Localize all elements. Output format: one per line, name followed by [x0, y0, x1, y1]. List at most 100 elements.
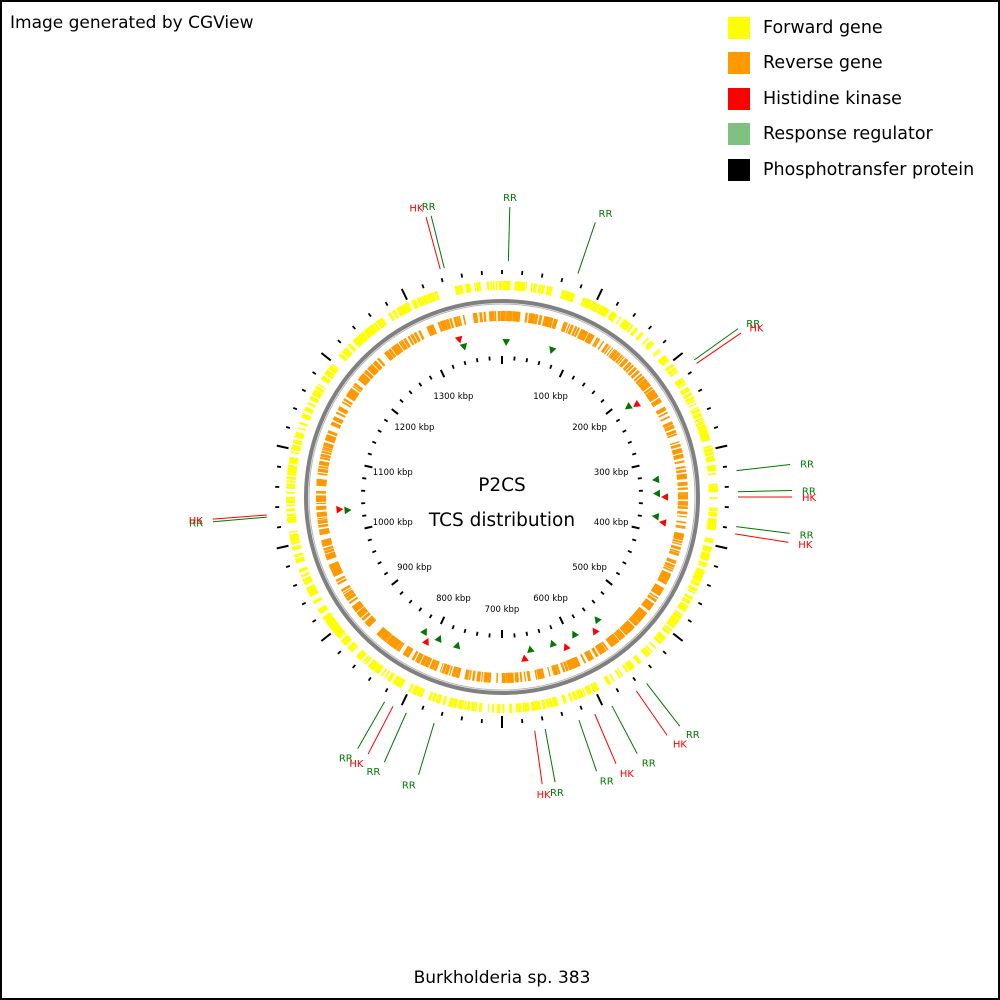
outer-tick	[367, 312, 372, 318]
minor-tick	[475, 631, 479, 636]
leader-line	[735, 533, 789, 543]
tick-label-1100: 1100 kbp	[373, 468, 413, 478]
feature-label-hk: HK	[620, 769, 635, 780]
minor-tick	[383, 571, 389, 576]
tick-label-1000: 1000 kbp	[373, 518, 413, 528]
tcs-arrow-hk	[659, 519, 667, 527]
tcs-arrow-rr	[624, 402, 633, 410]
organism-caption: Burkholderia sp. 383	[413, 968, 591, 988]
outer-tick	[697, 601, 703, 606]
legend-label-phosphotransfer-protein: Phosphotransfer protein	[763, 159, 975, 180]
minor-tick	[408, 390, 413, 395]
leader-line	[635, 690, 668, 736]
tcs-arrow-rr	[459, 342, 468, 351]
feature-label-rr: RR	[642, 758, 656, 769]
outer-tick	[706, 406, 712, 411]
outer-tick	[615, 687, 620, 693]
feature-label-rr: RR	[339, 753, 353, 764]
leader-line	[578, 719, 598, 772]
outer-tick	[384, 687, 389, 693]
minor-tick	[537, 360, 541, 366]
legend-swatch-phosphotransfer-protein	[728, 158, 750, 181]
leader-line	[693, 328, 739, 361]
outer-tick	[648, 664, 653, 669]
outer-tick	[384, 301, 389, 307]
outer-tick	[596, 288, 604, 301]
tcs-arrow-hk	[661, 493, 668, 501]
minor-tick	[632, 538, 637, 542]
tcs-arrow-rr	[502, 338, 511, 347]
leader-line	[418, 722, 435, 775]
major-tick	[558, 369, 565, 378]
legend-swatch-histidine-kinase	[728, 87, 750, 110]
leader-line	[577, 222, 596, 274]
minor-tick	[525, 358, 529, 363]
minor-tick	[451, 364, 455, 370]
legend-label-forward-gene: Forward gene	[763, 17, 883, 38]
leader-line	[646, 683, 681, 727]
minor-tick	[622, 561, 627, 565]
outer-tick	[715, 544, 728, 550]
outer-tick	[560, 277, 564, 283]
leader-line	[430, 215, 445, 269]
feature-label-rr: RR	[402, 780, 416, 791]
major-tick	[605, 408, 613, 415]
minor-tick	[549, 624, 553, 630]
minor-tick	[549, 364, 553, 370]
minor-tick	[627, 440, 633, 444]
outer-tick	[722, 465, 728, 468]
outer-tick	[320, 632, 332, 642]
leader-line	[367, 706, 394, 755]
tcs-arrow-hk	[421, 638, 429, 646]
feature-label-rr: RR	[600, 777, 614, 788]
minor-tick	[637, 477, 642, 480]
leader-line	[544, 728, 556, 783]
outer-tick	[312, 371, 317, 375]
outer-tick	[337, 339, 342, 344]
outer-tick	[579, 284, 583, 289]
minor-tick	[591, 599, 596, 604]
leader-line	[383, 712, 407, 763]
outer-tick	[560, 711, 564, 717]
outer-tick	[648, 325, 653, 330]
outer-tick	[687, 619, 692, 623]
feature-label-rr: RR	[366, 767, 380, 778]
tcs-arrow-rr	[344, 506, 352, 515]
feature-label-rr: RR	[800, 531, 814, 542]
outer-tick	[337, 650, 342, 655]
legend-swatch-response-regulator	[728, 123, 750, 146]
feature-label-hk: HK	[349, 759, 364, 770]
minor-tick	[399, 398, 404, 403]
tick-label-900: 900 kbp	[397, 563, 432, 573]
outer-tick	[706, 583, 712, 588]
leader-line	[534, 730, 543, 785]
minor-tick	[622, 429, 627, 433]
legend-item-response-regulator: Response regulator	[728, 117, 974, 153]
minor-tick	[362, 477, 367, 480]
outer-tick	[421, 284, 425, 289]
feature-label-rr: RR	[599, 209, 613, 220]
map-title: P2CS	[478, 475, 526, 496]
tcs-arrow-rr	[434, 635, 442, 643]
outer-tick	[715, 444, 728, 450]
feature-label-hk: HK	[409, 203, 424, 214]
outer-tick	[713, 565, 719, 569]
outer-tick	[662, 650, 667, 655]
outer-tick	[596, 693, 604, 706]
outer-tick	[713, 425, 719, 429]
legend-swatch-forward-gene	[728, 16, 750, 39]
feature-label-rr: RR	[422, 202, 436, 213]
map-subtitle: TCS distribution	[428, 510, 575, 531]
legend-label-histidine-kinase: Histidine kinase	[763, 88, 902, 109]
minor-tick	[571, 614, 576, 619]
outer-tick	[579, 705, 583, 710]
minor-tick	[463, 360, 467, 366]
minor-tick	[362, 514, 367, 517]
minor-tick	[418, 607, 423, 612]
outer-tick	[285, 565, 291, 569]
major-tick	[631, 464, 640, 469]
outer-tick	[276, 526, 282, 529]
minor-tick	[627, 550, 633, 554]
